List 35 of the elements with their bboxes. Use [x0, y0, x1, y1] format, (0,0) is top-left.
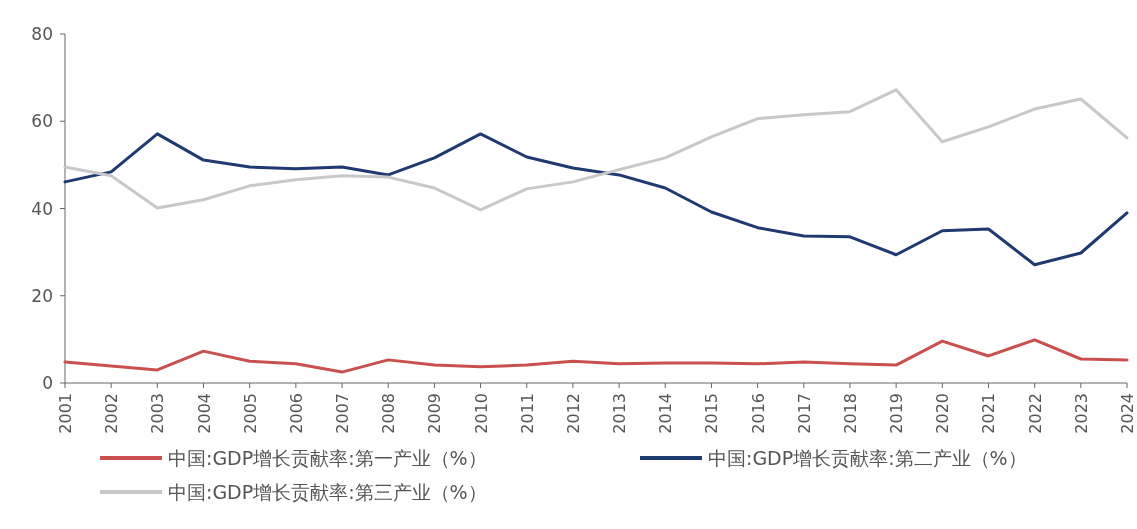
y-tick-label: 80 — [31, 24, 53, 44]
x-tick-label: 2019 — [887, 393, 907, 434]
y-tick-label: 0 — [42, 373, 53, 393]
y-tick-label: 40 — [31, 198, 53, 219]
y-tick-label: 20 — [31, 285, 53, 306]
line-series — [63, 338, 1129, 374]
x-tick-label: 2011 — [517, 393, 537, 434]
x-tick-label: 2020 — [933, 393, 953, 434]
x-tick-label: 2021 — [979, 393, 999, 434]
x-tick-label: 2016 — [748, 393, 768, 434]
x-tick-label: 2015 — [702, 393, 722, 434]
x-tick-label: 2022 — [1025, 393, 1045, 434]
x-tick-label: 2006 — [286, 393, 306, 434]
x-tick-label: 2018 — [840, 393, 860, 434]
x-tick-label: 2008 — [379, 393, 399, 434]
x-tick-label: 2012 — [563, 393, 583, 434]
x-tick-label: 2005 — [240, 393, 260, 434]
x-tick-label: 2013 — [610, 393, 630, 434]
y-tick-label: 60 — [31, 111, 53, 132]
x-tick-label: 2007 — [333, 393, 353, 434]
x-tick-label: 2014 — [656, 393, 676, 434]
x-tick-label: 2017 — [794, 393, 814, 434]
x-tick-label: 2010 — [471, 393, 491, 434]
x-tick-label: 2023 — [1071, 393, 1091, 434]
legend-label: 中国:GDP增长贡献率:第一产业（%） — [168, 447, 487, 469]
x-tick-label: 2024 — [1118, 393, 1137, 434]
x-tick-label: 2003 — [148, 393, 168, 434]
x-tick-label: 2001 — [56, 393, 75, 434]
x-tick-label: 2002 — [102, 393, 122, 434]
line-series — [63, 88, 1129, 212]
line-series — [63, 132, 1129, 267]
legend-label: 中国:GDP增长贡献率:第三产业（%） — [168, 481, 487, 503]
legend-label: 中国:GDP增长贡献率:第二产业（%） — [708, 447, 1027, 469]
x-tick-label: 2004 — [194, 393, 214, 434]
x-tick-label: 2009 — [425, 393, 445, 434]
